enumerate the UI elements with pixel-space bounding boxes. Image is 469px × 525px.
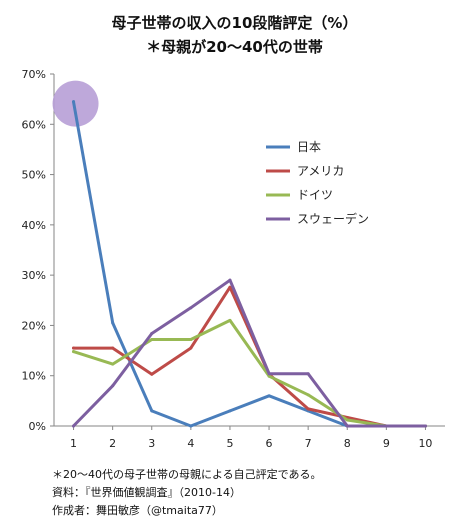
x-tick-label: 5 (226, 437, 233, 450)
data-point (111, 321, 115, 325)
x-tick-label: 9 (383, 437, 390, 450)
highlight-circle (52, 80, 99, 127)
x-tick-label: 3 (148, 437, 155, 450)
legend-label: 日本 (297, 140, 321, 154)
data-point (189, 306, 193, 310)
x-tick-label: 6 (266, 437, 273, 450)
data-point (267, 394, 271, 398)
x-tick-label: 4 (187, 437, 194, 450)
y-tick-label: 10% (22, 370, 46, 383)
x-tick-label: 8 (344, 437, 351, 450)
data-point (150, 372, 154, 376)
data-point (306, 407, 310, 411)
legend-label: アメリカ (297, 164, 344, 178)
data-point (306, 372, 310, 376)
y-tick-label: 50% (22, 169, 46, 182)
data-point (345, 418, 349, 422)
series-line-1 (72, 100, 427, 428)
data-point (267, 372, 271, 376)
data-point (228, 285, 232, 289)
data-point (189, 338, 193, 342)
note-line-1: ＊20～40代の母子世帯の母親による自己評定である。 (52, 468, 322, 481)
data-point (228, 278, 232, 282)
data-point (384, 424, 388, 428)
x-tick-label: 10 (418, 437, 432, 450)
data-point (267, 374, 271, 378)
data-point (111, 346, 115, 350)
data-point (345, 424, 349, 428)
y-tick-label: 40% (22, 219, 46, 232)
data-point (72, 346, 76, 350)
data-point (306, 393, 310, 397)
legend-label: ドイツ (297, 188, 333, 202)
chart-title: 母子世帯の収入の10段階評定（%） (111, 14, 358, 32)
data-point (228, 318, 232, 322)
y-tick-label: 60% (22, 118, 46, 131)
note-line-2: 資料：『世界価値観調査』（2010-14） (52, 486, 241, 499)
y-tick-label: 70% (22, 68, 46, 81)
note-line-3: 作成者：舞田敏彦（@tmaita77） (52, 504, 223, 517)
data-point (423, 424, 427, 428)
series-line-4 (72, 278, 427, 428)
x-tick-label: 7 (305, 437, 312, 450)
x-tick-label: 2 (109, 437, 116, 450)
y-tick-label: 0% (29, 420, 46, 433)
data-point (72, 424, 76, 428)
data-point (111, 362, 115, 366)
data-point (150, 331, 154, 335)
y-tick-label: 20% (22, 319, 46, 332)
series-line-3 (72, 318, 427, 428)
data-point (72, 350, 76, 354)
x-tick-label: 1 (70, 437, 77, 450)
data-point (150, 338, 154, 342)
data-point (228, 409, 232, 413)
data-point (72, 100, 76, 104)
legend-label: スウェーデン (297, 211, 369, 226)
data-point (150, 409, 154, 413)
data-point (189, 346, 193, 350)
data-point (111, 384, 115, 388)
y-tick-label: 30% (22, 269, 46, 282)
data-point (189, 424, 193, 428)
chart-subtitle: ＊母親が20～40代の世帯 (146, 38, 323, 56)
